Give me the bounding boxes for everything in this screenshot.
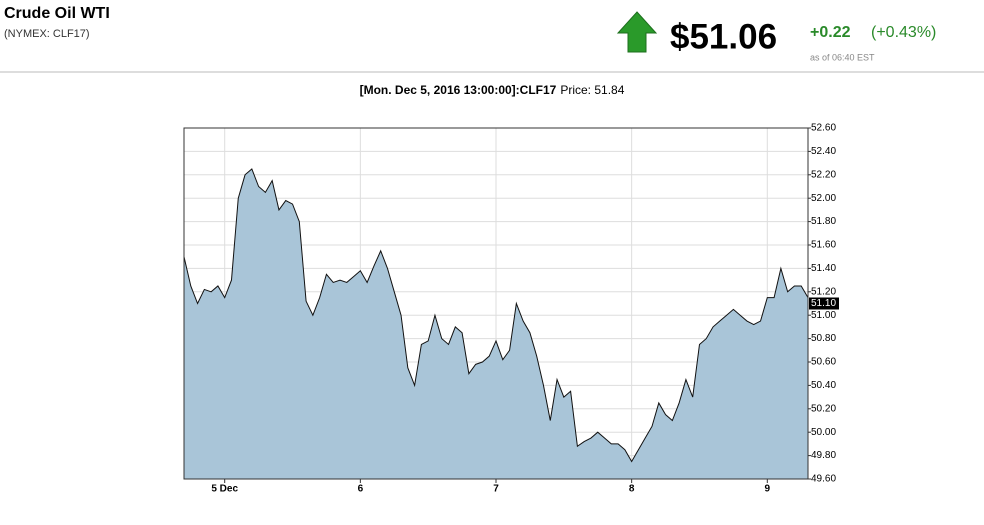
- y-tick-label: 51.60: [811, 240, 836, 251]
- area-fill: [184, 168, 808, 479]
- y-tick-label: 52.40: [811, 146, 836, 157]
- last-price-label: 51.10: [811, 298, 836, 309]
- x-tick-label: 6: [358, 484, 364, 495]
- y-tick-label: 50.80: [811, 333, 836, 344]
- up-arrow: [616, 11, 658, 53]
- quote-title: Crude Oil WTI: [4, 5, 110, 22]
- x-tick-label: 9: [765, 484, 771, 495]
- x-tick-label: 7: [493, 484, 499, 495]
- y-tick-label: 52.00: [811, 193, 836, 204]
- quote-as-of: as of 06:40 EST: [810, 52, 875, 62]
- y-tick-label: 51.20: [811, 286, 836, 297]
- y-tick-label: 49.60: [811, 474, 836, 485]
- y-tick-label: 51.00: [811, 310, 836, 321]
- y-tick-label: 52.20: [811, 169, 836, 180]
- y-tick-label: 51.80: [811, 216, 836, 227]
- y-tick-label: 50.20: [811, 403, 836, 414]
- y-tick-label: 50.00: [811, 427, 836, 438]
- price-line: [183, 168, 809, 463]
- quote-change-pct: (+0.43%): [871, 24, 936, 41]
- y-tick-label: 50.40: [811, 380, 836, 391]
- chart-title: [Mon. Dec 5, 2016 13:00:00]:CLF17: [360, 83, 557, 97]
- chart-subtitle: Price: 51.84: [560, 83, 624, 97]
- last-price-marker: [809, 297, 839, 310]
- y-tick-label: 52.60: [811, 123, 836, 134]
- x-tick-label: 8: [629, 484, 635, 495]
- quote-price: $51.06: [670, 17, 777, 56]
- y-tick-label: 49.80: [811, 450, 836, 461]
- quote-symbol: (NYMEX: CLF17): [4, 28, 90, 40]
- y-tick-label: 51.40: [811, 263, 836, 274]
- y-tick-label: 50.60: [811, 357, 836, 368]
- x-tick-label: 5 Dec: [211, 484, 238, 495]
- quote-change: +0.22: [810, 24, 851, 41]
- chart-info: [Mon. Dec 5, 2016 13:00:00]:CLF17 Price: …: [360, 83, 625, 97]
